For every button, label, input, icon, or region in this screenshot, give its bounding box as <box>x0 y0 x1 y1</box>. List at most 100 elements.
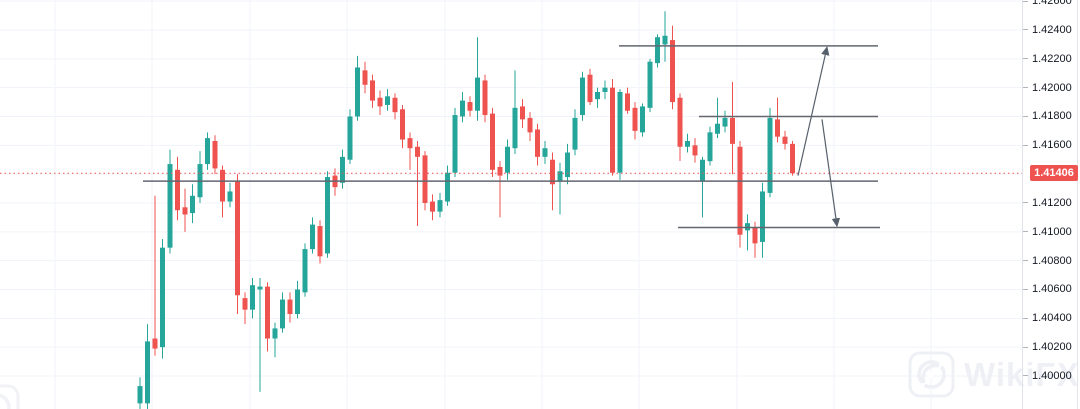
price-axis-tick <box>1023 144 1028 146</box>
candle <box>385 89 390 111</box>
candle <box>482 74 488 123</box>
price-axis-tick <box>1023 202 1028 204</box>
candle <box>287 292 293 323</box>
price-axis-label: 1.41000 <box>1032 225 1072 238</box>
price-axis-label: 1.41600 <box>1032 139 1072 152</box>
candle <box>602 80 608 100</box>
candle <box>587 68 593 105</box>
candle <box>340 149 345 189</box>
candle <box>415 140 420 227</box>
candle <box>265 282 270 352</box>
candle <box>272 322 278 358</box>
price-axis-tick <box>1023 87 1028 89</box>
candle <box>610 79 615 176</box>
candle <box>595 87 600 108</box>
candle <box>767 107 773 198</box>
price-axis-tick <box>1023 317 1028 319</box>
candle <box>475 37 480 121</box>
candle <box>250 277 255 319</box>
corner-logo-icon <box>0 384 20 409</box>
candle <box>730 81 735 175</box>
candle <box>745 214 750 251</box>
candle <box>685 133 690 153</box>
candle <box>677 93 683 162</box>
candle <box>295 280 300 319</box>
candle <box>430 194 435 221</box>
candle <box>542 140 548 165</box>
candle <box>175 156 180 221</box>
candle <box>790 140 795 176</box>
candle <box>182 188 188 232</box>
candle <box>137 377 143 409</box>
watermark-text: WikiFX <box>964 355 1080 393</box>
price-axis-tick <box>1023 0 1028 2</box>
candle <box>640 103 645 137</box>
candle <box>490 107 495 178</box>
candle <box>355 55 360 121</box>
candle <box>557 162 563 215</box>
candle <box>317 220 323 264</box>
price-axis-label: 1.40400 <box>1032 312 1072 325</box>
candle <box>715 97 720 139</box>
candle <box>655 34 660 68</box>
price-axis-tick <box>1023 346 1028 348</box>
price-axis-tick <box>1023 260 1028 262</box>
candle <box>782 130 788 150</box>
trend-arrow-up[interactable] <box>797 46 830 176</box>
candle <box>700 156 705 218</box>
chart-right-border <box>1077 0 1078 409</box>
price-axis-tick <box>1023 231 1028 233</box>
candle <box>325 171 330 258</box>
level-lines[interactable] <box>143 45 880 229</box>
current-price-label: 1.41406 <box>1030 165 1078 182</box>
candle <box>407 132 413 170</box>
candle <box>647 58 653 113</box>
price-axis-label: 1.40800 <box>1032 254 1072 267</box>
candle <box>332 168 338 196</box>
price-axis-label: 1.40200 <box>1032 341 1072 354</box>
watermark: WikiFX <box>908 351 1080 398</box>
price-axis-tick <box>1023 375 1028 377</box>
candle <box>497 161 503 218</box>
candle <box>220 165 225 218</box>
candle <box>392 93 398 120</box>
candle <box>460 91 465 123</box>
price-axis-label: 1.42000 <box>1032 81 1072 94</box>
price-axis-label: 1.40600 <box>1032 283 1072 296</box>
candle <box>617 89 623 180</box>
price-axis-tick <box>1023 58 1028 60</box>
price-axis-label: 1.42200 <box>1032 52 1072 65</box>
candle <box>632 102 638 140</box>
candle <box>362 61 368 94</box>
candle <box>145 324 150 409</box>
candle <box>760 182 765 258</box>
price-axis-tick <box>1023 288 1028 290</box>
price-axis-label: 1.41200 <box>1032 196 1072 209</box>
candlestick-chart[interactable] <box>0 0 1022 409</box>
candle <box>445 165 450 206</box>
candle <box>527 112 533 141</box>
candle <box>257 277 263 392</box>
candle <box>572 109 578 156</box>
price-axis[interactable]: 1.42600 1.42400 1.42200 1.42000 1.41800 1.416… <box>1022 0 1080 409</box>
candle <box>580 71 585 121</box>
trend-arrows[interactable] <box>797 46 841 228</box>
candle <box>692 138 698 163</box>
wikifx-logo-icon <box>908 351 955 398</box>
candle <box>707 126 713 166</box>
candle <box>662 11 668 62</box>
price-axis-tick <box>1023 115 1028 117</box>
candle <box>227 182 233 208</box>
candle <box>670 25 675 110</box>
candle <box>280 292 285 333</box>
candle <box>565 143 570 185</box>
candle <box>235 174 240 314</box>
candle <box>197 151 203 203</box>
candle <box>370 74 375 108</box>
candle <box>167 149 173 254</box>
trend-arrow-down[interactable] <box>821 119 841 228</box>
candle <box>377 90 383 116</box>
candle <box>310 217 315 254</box>
candle <box>775 97 780 143</box>
